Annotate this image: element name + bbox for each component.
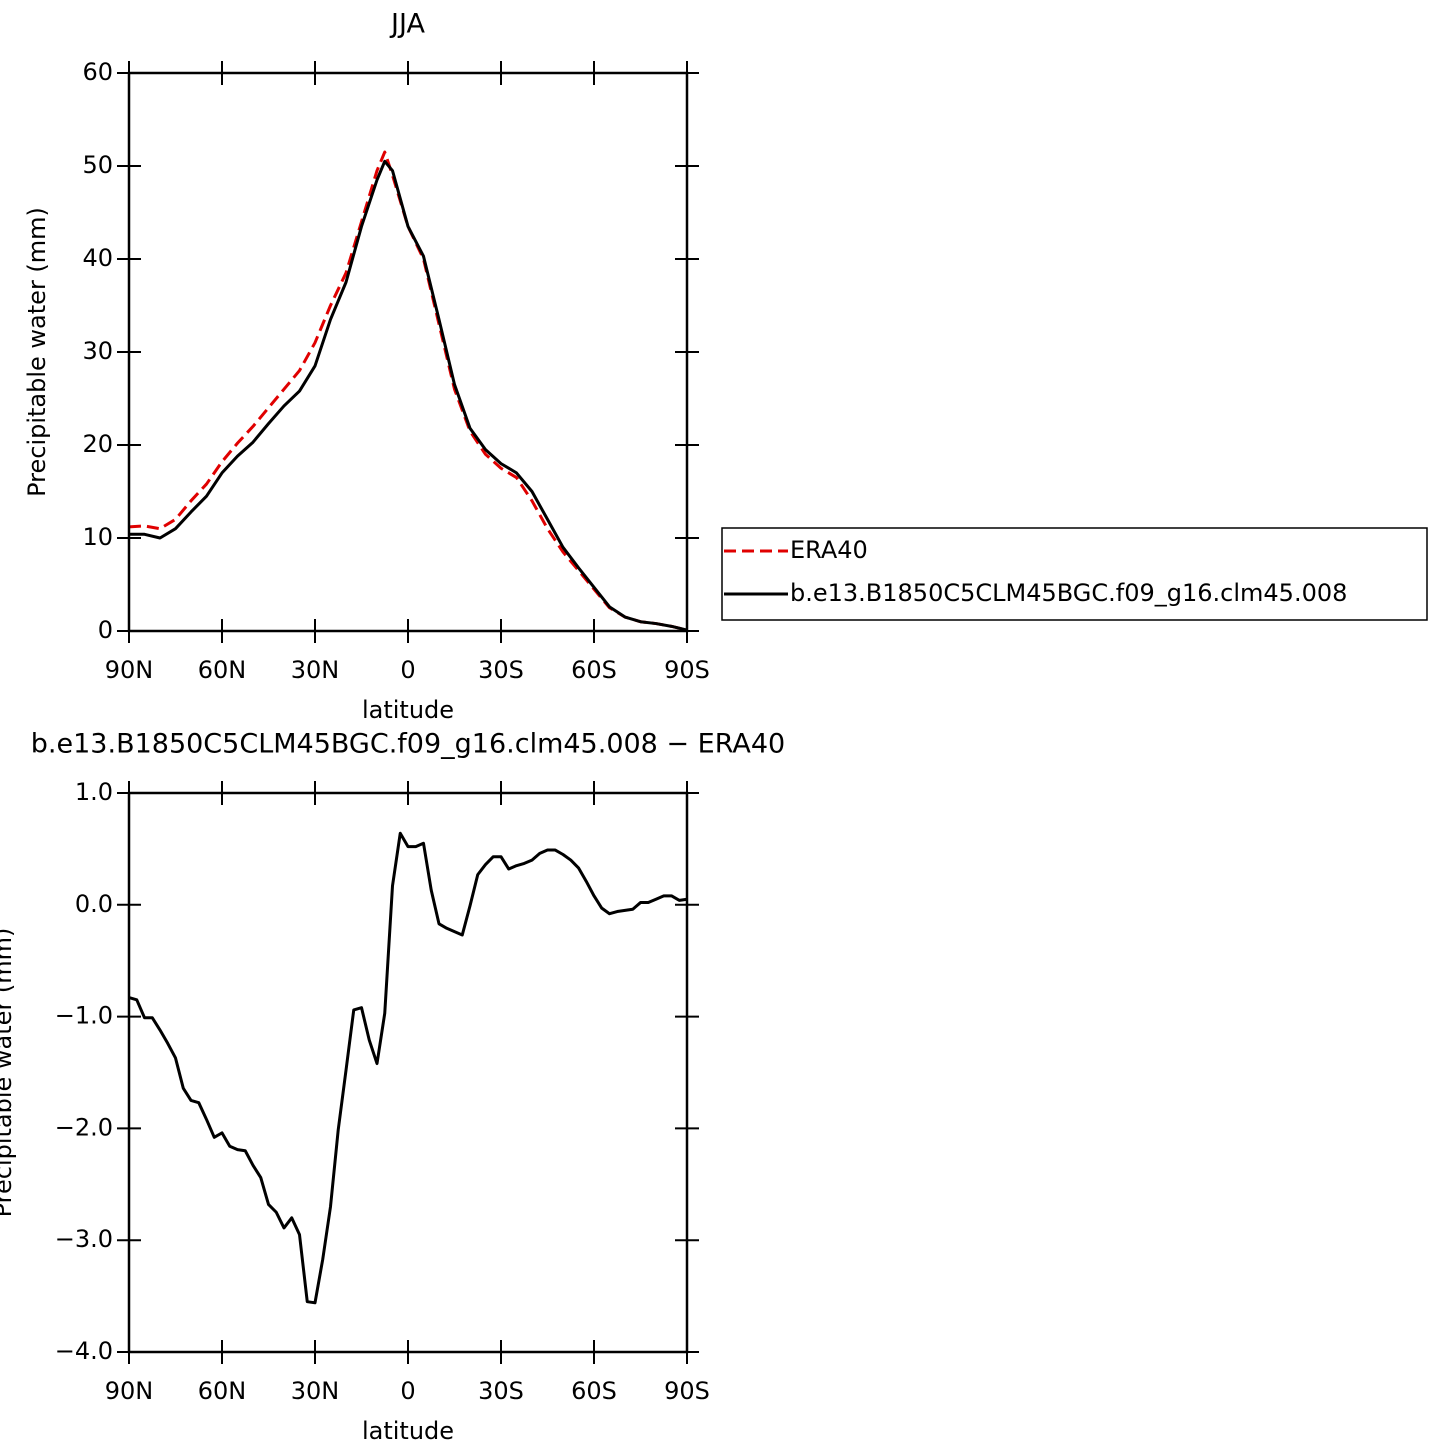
- y-tick-label: 30: [82, 337, 113, 365]
- x-tick-label: 90S: [664, 1377, 710, 1405]
- y-tick-label: 1.0: [75, 778, 113, 806]
- y-tick-label: −3.0: [55, 1225, 113, 1253]
- y-tick-label: 40: [82, 244, 113, 272]
- plot-frame: [127, 791, 689, 1354]
- x-tick-label: 0: [400, 656, 415, 684]
- x-tick-label: 60N: [198, 1377, 247, 1405]
- y-tick-label: 0: [98, 616, 113, 644]
- y-tick-label: −4.0: [55, 1337, 113, 1365]
- legend-box: [721, 527, 1428, 621]
- y-tick-label: 20: [82, 430, 113, 458]
- x-tick-label: 30S: [478, 1377, 524, 1405]
- y-tick-label: −1.0: [55, 1002, 113, 1030]
- y-axis-label: Precipitable water (mm): [0, 928, 17, 1218]
- x-tick-label: 90N: [105, 1377, 154, 1405]
- x-tick-label: 30N: [291, 656, 340, 684]
- y-tick-label: 10: [82, 523, 113, 551]
- x-tick-label: 60S: [571, 1377, 617, 1405]
- x-axis-label: latitude: [362, 696, 454, 724]
- legend-label: b.e13.B1850C5CLM45BGC.f09_g16.clm45.008: [790, 579, 1347, 607]
- data-line: [129, 159, 688, 632]
- y-tick-label: −2.0: [55, 1113, 113, 1141]
- y-tick-label: 0.0: [75, 890, 113, 918]
- y-axis-label: Precipitable water (mm): [23, 207, 51, 497]
- x-tick-label: 90S: [664, 656, 710, 684]
- x-tick-label: 90N: [105, 656, 154, 684]
- x-tick-label: 60N: [198, 656, 247, 684]
- x-tick-label: 30S: [478, 656, 524, 684]
- legend-label: ERA40: [790, 536, 868, 564]
- x-tick-label: 0: [400, 1377, 415, 1405]
- x-tick-label: 60S: [571, 656, 617, 684]
- x-tick-label: 30N: [291, 1377, 340, 1405]
- chart-title: b.e13.B1850C5CLM45BGC.f09_g16.clm45.008 …: [31, 729, 785, 760]
- chart-title: JJA: [389, 9, 425, 40]
- plot-frame: [127, 71, 689, 633]
- data-line: [128, 831, 688, 1305]
- y-tick-label: 60: [82, 58, 113, 86]
- x-axis-label: latitude: [362, 1417, 454, 1445]
- y-tick-label: 50: [82, 151, 113, 179]
